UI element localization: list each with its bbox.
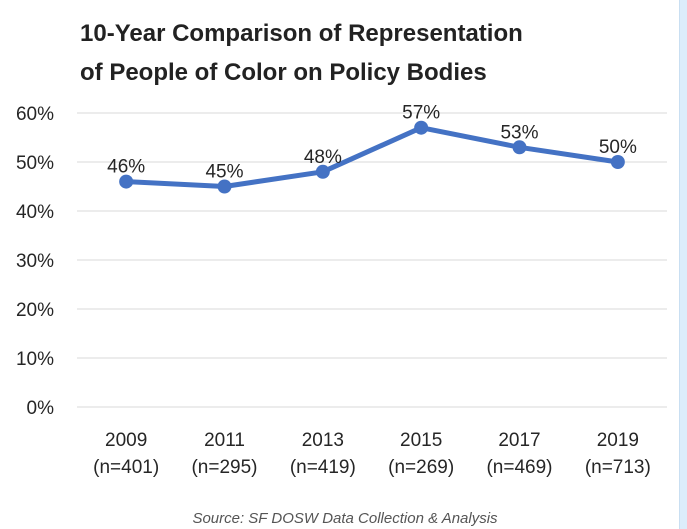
x-tick-label-2019: 2019 [597, 430, 639, 451]
x-tick-sublabel-2017: (n=469) [486, 457, 552, 478]
y-tick-label-0: 0% [27, 398, 55, 419]
data-points [119, 120, 625, 194]
x-tick-label-2009: 2009 [105, 430, 147, 451]
y-tick-label-10: 10% [16, 349, 54, 370]
y-axis-tick-labels: 0% 10% 20% 30% 40% 50% 60% [16, 104, 54, 419]
x-tick-sublabel-2009: (n=401) [93, 457, 159, 478]
x-tick-label-2011: 2011 [204, 430, 245, 451]
x-tick-label-2013: 2013 [302, 430, 344, 451]
y-tick-label-60: 60% [16, 104, 54, 125]
series-line-group [123, 125, 621, 189]
x-tick-sublabel-2015: (n=269) [388, 457, 454, 478]
gridlines [77, 112, 667, 408]
data-point-2009 [119, 174, 134, 189]
data-point-2017 [512, 140, 527, 155]
y-tick-label-20: 20% [16, 300, 54, 321]
chart-title-line-1: 10-Year Comparison of Representation [80, 20, 523, 47]
data-point-2013 [315, 164, 330, 179]
data-point-2015 [414, 120, 429, 135]
x-tick-sublabel-2019: (n=713) [585, 457, 651, 478]
data-label-2011: 45% [205, 162, 243, 183]
chart-title-line-2: of People of Color on Policy Bodies [80, 59, 487, 86]
data-label-2017: 53% [500, 122, 538, 143]
y-tick-label-40: 40% [16, 202, 54, 223]
x-tick-label-2015: 2015 [400, 430, 442, 451]
data-label-2015: 57% [402, 103, 440, 124]
data-point-2011 [217, 179, 232, 194]
x-tick-sublabel-2011: (n=295) [191, 457, 257, 478]
data-labels: 46% 45% 48% 57% 53% 50% [107, 103, 637, 183]
data-label-2019: 50% [599, 137, 637, 158]
data-label-2009: 46% [107, 157, 145, 178]
series-line [123, 125, 621, 189]
data-label-2013: 48% [304, 147, 342, 168]
source-note: Source: SF DOSW Data Collection & Analys… [192, 510, 498, 527]
x-axis-tick-labels: 2009 (n=401) 2011 (n=295) 2013 (n=419) 2015 (n=… [93, 430, 651, 478]
x-tick-sublabel-2013: (n=419) [290, 457, 356, 478]
y-tick-label-30: 30% [16, 251, 54, 272]
data-point-2019 [610, 155, 625, 169]
x-tick-label-2017: 2017 [498, 430, 540, 451]
y-tick-label-50: 50% [16, 153, 54, 174]
